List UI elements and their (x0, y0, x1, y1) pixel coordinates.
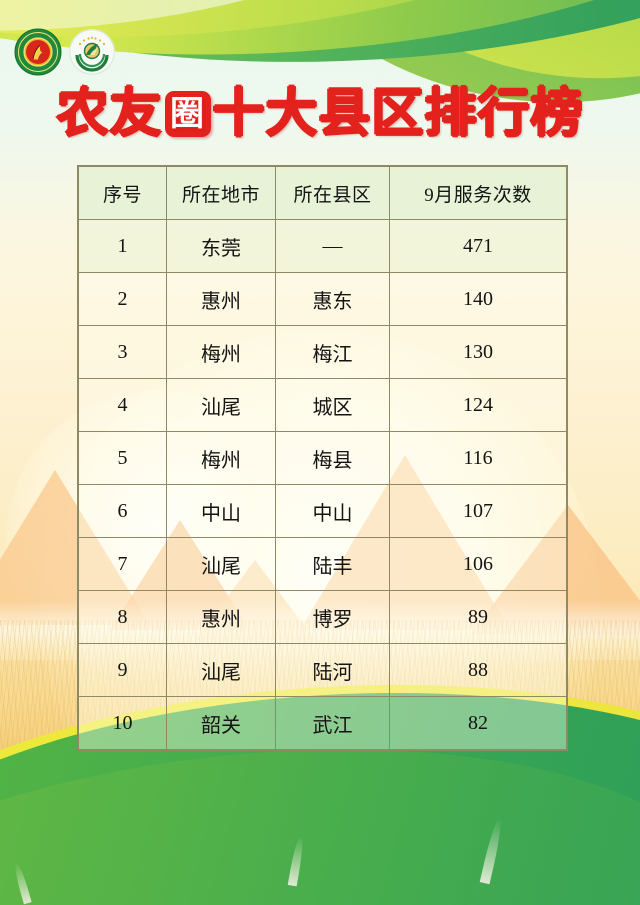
cell-city: 梅州 (166, 325, 276, 379)
cell-city: 东莞 (166, 219, 276, 273)
column-header-district: 所在县区 (275, 166, 390, 220)
cell-count: 116 (389, 431, 567, 485)
title-part-after-seal: 十大县区排行榜 (212, 84, 584, 144)
cell-city: 惠州 (166, 590, 276, 644)
ranking-table: 序号 所在地市 所在县区 9月服务次数 1 东莞 — 471 2 惠州 惠东 1… (78, 166, 567, 750)
cell-count: 82 (389, 696, 567, 750)
table-row: 9 汕尾 陆河 88 (78, 643, 567, 697)
cell-district: 城区 (275, 378, 390, 432)
cell-district: 中山 (275, 484, 390, 538)
cell-index: 2 (78, 272, 167, 326)
cell-city: 汕尾 (166, 643, 276, 697)
logo-group (14, 28, 116, 76)
cell-city: 惠州 (166, 272, 276, 326)
cell-district: 梅江 (275, 325, 390, 379)
cell-city: 中山 (166, 484, 276, 538)
cell-index: 8 (78, 590, 167, 644)
cell-city: 汕尾 (166, 378, 276, 432)
table-row: 8 惠州 博罗 89 (78, 590, 567, 644)
table-row: 5 梅州 梅县 116 (78, 431, 567, 485)
cell-index: 1 (78, 219, 167, 273)
cell-district: 博罗 (275, 590, 390, 644)
cell-index: 5 (78, 431, 167, 485)
cell-count: 140 (389, 272, 567, 326)
column-header-count: 9月服务次数 (389, 166, 567, 220)
cell-index: 3 (78, 325, 167, 379)
cell-district: — (275, 219, 390, 273)
cell-index: 10 (78, 696, 167, 750)
table-row: 10 韶关 武江 82 (78, 696, 567, 750)
title-part-before-seal: 农友 (56, 84, 163, 144)
cell-count: 107 (389, 484, 567, 538)
poster-title: 农友圈十大县区排行榜 (0, 84, 640, 148)
table-row: 7 汕尾 陆丰 106 (78, 537, 567, 591)
table-row: 1 东莞 — 471 (78, 219, 567, 273)
cell-city: 梅州 (166, 431, 276, 485)
cell-index: 4 (78, 378, 167, 432)
seal-stamp-icon: 圈 (164, 91, 211, 137)
cell-district: 陆丰 (275, 537, 390, 591)
cell-city: 韶关 (166, 696, 276, 750)
table-row: 3 梅州 梅江 130 (78, 325, 567, 379)
table-row: 2 惠州 惠东 140 (78, 272, 567, 326)
cell-index: 9 (78, 643, 167, 697)
cell-district: 武江 (275, 696, 390, 750)
cell-count: 106 (389, 537, 567, 591)
cell-index: 6 (78, 484, 167, 538)
cell-count: 89 (389, 590, 567, 644)
poster-title-text: 农友圈十大县区排行榜 (56, 84, 583, 144)
cell-district: 梅县 (275, 431, 390, 485)
column-header-index: 序号 (78, 166, 167, 220)
cell-index: 7 (78, 537, 167, 591)
agritech-service-emblem-icon (69, 29, 115, 75)
cell-count: 124 (389, 378, 567, 432)
table-row: 4 汕尾 城区 124 (78, 378, 567, 432)
cell-count: 130 (389, 325, 567, 379)
table-body: 1 东莞 — 471 2 惠州 惠东 140 3 梅州 梅江 130 4 汕尾 … (78, 219, 567, 750)
table-header-row: 序号 所在地市 所在县区 9月服务次数 (78, 166, 567, 220)
seal-char: 圈 (170, 94, 205, 134)
cell-district: 惠东 (275, 272, 390, 326)
cell-count: 471 (389, 219, 567, 273)
column-header-city: 所在地市 (166, 166, 276, 220)
cell-count: 88 (389, 643, 567, 697)
agriculture-association-emblem-icon (14, 28, 62, 76)
table-row: 6 中山 中山 107 (78, 484, 567, 538)
cell-city: 汕尾 (166, 537, 276, 591)
table-header: 序号 所在地市 所在县区 9月服务次数 (78, 166, 567, 220)
cell-district: 陆河 (275, 643, 390, 697)
